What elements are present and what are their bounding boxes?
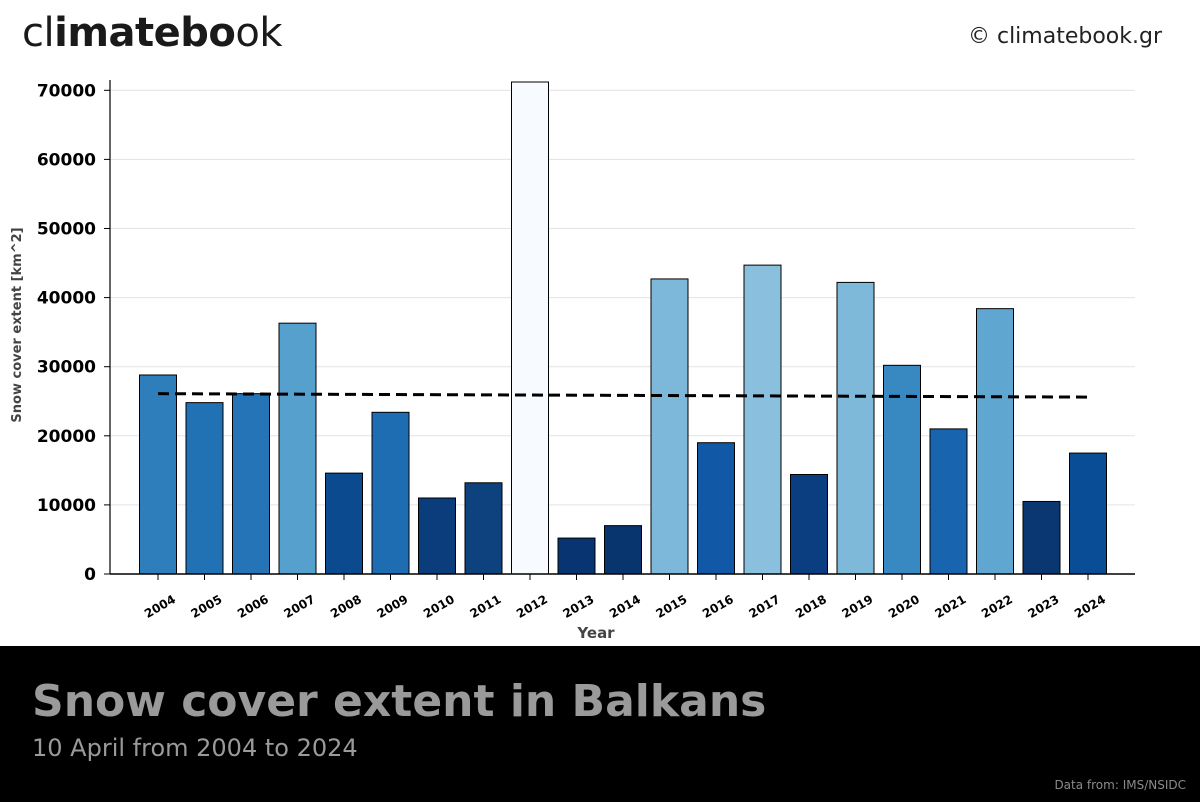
- x-tick-label: 2008: [328, 592, 364, 621]
- bar-2009: [371, 411, 410, 575]
- x-tick-label: 2021: [933, 592, 969, 621]
- x-tick-label: 2004: [142, 592, 178, 621]
- x-tick-label: 2023: [1026, 592, 1062, 621]
- x-tick-label: 2013: [561, 592, 597, 621]
- bar-2018: [790, 473, 828, 575]
- y-tick-label: 30000: [37, 358, 96, 378]
- bar-2004: [139, 374, 177, 575]
- footer-banner: Snow cover extent in Balkans 10 April fr…: [0, 646, 1200, 802]
- y-tick-label: 0: [84, 565, 96, 585]
- x-tick-label: 2017: [747, 592, 783, 621]
- y-tick-label: 10000: [37, 496, 96, 516]
- bar-2010: [418, 497, 456, 575]
- bar-2015: [650, 278, 689, 575]
- y-tick-label: 60000: [37, 150, 96, 170]
- bar-2013: [557, 537, 596, 575]
- chart-subtitle: 10 April from 2004 to 2024: [32, 734, 358, 762]
- bar-2005: [185, 402, 224, 575]
- bar-2007: [278, 322, 317, 575]
- snow-cover-bar-chart: 0 10000 20000 30000 40000 50000 60000 70000 2004…: [10, 80, 1135, 642]
- data-source: Data from: IMS/NSIDC: [1054, 778, 1186, 792]
- y-tick-label: 50000: [37, 220, 96, 240]
- x-tick-label: 2012: [514, 592, 550, 621]
- x-tick-label: 2018: [793, 592, 829, 621]
- bar-2021: [929, 428, 968, 575]
- bar-2008: [325, 472, 363, 575]
- x-tick-label: 2010: [421, 592, 457, 621]
- bars: [139, 81, 1107, 575]
- bar-2006: [232, 393, 270, 575]
- y-tick-label: 20000: [37, 427, 96, 447]
- y-tick-label: 70000: [37, 81, 96, 101]
- x-tick-label: 2015: [654, 592, 690, 621]
- bar-2016: [697, 442, 735, 575]
- x-tick-label: 2022: [979, 592, 1015, 621]
- bar-2011: [464, 482, 503, 575]
- bar-2019: [836, 281, 875, 575]
- bar-2023: [1022, 500, 1061, 575]
- copyright-text: © climatebook.gr: [967, 24, 1162, 49]
- bar-2022: [976, 308, 1014, 575]
- trend-line: [157, 392, 1089, 399]
- trend-line-group: [157, 392, 1089, 399]
- y-tick-label: 40000: [37, 289, 96, 309]
- bar-2012: [511, 81, 549, 575]
- bar-2020: [883, 364, 921, 575]
- x-tick-label: 2024: [1072, 592, 1108, 621]
- bar-2017: [743, 264, 782, 575]
- x-axis-title: Year: [576, 624, 615, 642]
- bar-2014: [604, 525, 642, 575]
- x-tick-label: 2014: [607, 592, 643, 621]
- x-tick-label: 2006: [235, 592, 271, 621]
- x-tick-label: 2007: [282, 592, 318, 621]
- climatebook-logo: climatebook: [22, 10, 282, 56]
- x-tick-label: 2009: [375, 592, 411, 621]
- x-tick-label: 2005: [189, 592, 225, 621]
- x-tick-label: 2016: [700, 592, 736, 621]
- x-tick-label: 2019: [840, 592, 876, 621]
- bar-2024: [1069, 452, 1107, 575]
- chart-title: Snow cover extent in Balkans: [32, 676, 767, 727]
- y-axis-title: Snow cover extent [km^2]: [10, 227, 25, 422]
- x-tick-label: 2020: [886, 592, 922, 621]
- x-tick-label: 2011: [468, 592, 504, 621]
